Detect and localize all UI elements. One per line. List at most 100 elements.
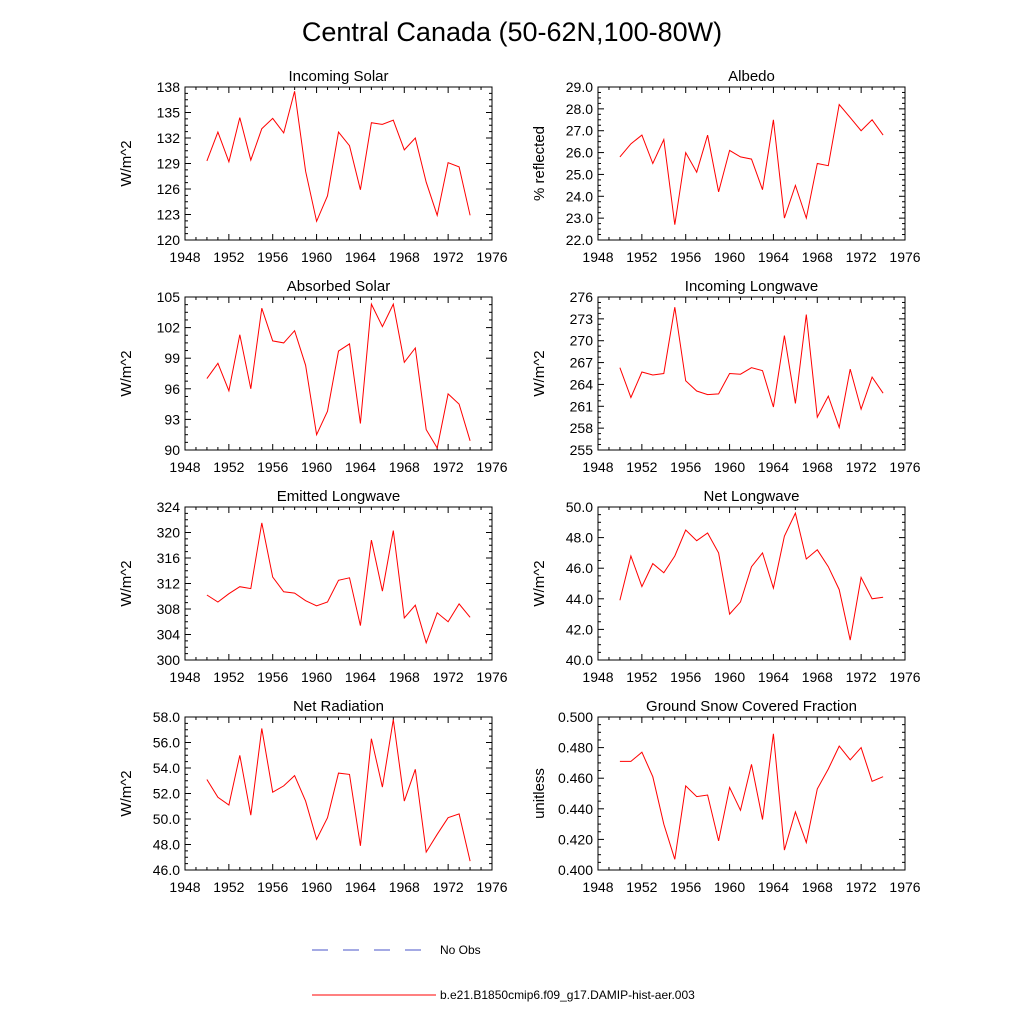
x-tick-label: 1952 [626, 459, 657, 475]
panel-8: Ground Snow Covered Fraction unitless 1948… [531, 698, 921, 895]
y-tick-label: 0.420 [558, 831, 593, 847]
y-tick-label: 304 [157, 627, 181, 643]
plot-frame [184, 296, 493, 451]
y-tick-label: 123 [157, 207, 181, 223]
x-tick-label: 1968 [389, 459, 420, 475]
y-tick-label: 264 [570, 376, 594, 392]
x-tick-label: 1948 [169, 249, 200, 265]
panel-5: Emitted Longwave W/m^2 1948 1952 1956 1960 196… [118, 488, 508, 685]
x-tick-label: 1976 [889, 249, 920, 265]
y-tick-label: 308 [157, 601, 181, 617]
x-tick-label: 1964 [758, 249, 789, 265]
series-line [206, 719, 471, 862]
y-tick-label: 27.0 [566, 123, 593, 139]
y-tick-label: 255 [570, 442, 594, 458]
x-tick-label: 1948 [169, 879, 200, 895]
y-tick-label: 324 [157, 499, 181, 515]
x-tick-label: 1948 [582, 249, 613, 265]
y-tick-label: 25.0 [566, 166, 593, 182]
panel-title: Net Radiation [293, 698, 384, 715]
x-tick-label: 1976 [476, 669, 507, 685]
panel-3: Absorbed Solar W/m^2 1948 1952 1956 1960 1964 1… [118, 278, 508, 475]
y-tick-label: 29.0 [566, 79, 593, 95]
y-tick-label: 0.480 [558, 740, 593, 756]
x-tick-label: 1960 [714, 459, 745, 475]
y-tick-label: 28.0 [566, 101, 593, 117]
y-tick-label: 93 [164, 411, 180, 427]
x-tick-label: 1976 [889, 879, 920, 895]
y-tick-label: 261 [570, 398, 594, 414]
x-tick-label: 1964 [758, 669, 789, 685]
y-tick-label: 0.460 [558, 770, 593, 786]
y-axis-label: W/m^2 [118, 560, 135, 606]
y-tick-label: 138 [157, 79, 181, 95]
y-tick-label: 42.0 [566, 621, 593, 637]
plot-frame [597, 716, 906, 871]
y-tick-label: 50.0 [153, 811, 180, 827]
series-line [206, 302, 471, 450]
y-tick-label: 50.0 [566, 499, 593, 515]
y-tick-label: 0.440 [558, 801, 593, 817]
x-tick-label: 1964 [345, 459, 376, 475]
y-tick-label: 40.0 [566, 652, 593, 668]
y-tick-label: 22.0 [566, 232, 593, 248]
y-tick-label: 300 [157, 652, 181, 668]
x-tick-label: 1948 [169, 669, 200, 685]
x-tick-label: 1956 [670, 879, 701, 895]
x-tick-label: 1968 [802, 879, 833, 895]
x-tick-label: 1964 [345, 879, 376, 895]
x-tick-label: 1952 [626, 879, 657, 895]
x-tick-label: 1960 [301, 249, 332, 265]
panel-title: Incoming Longwave [685, 278, 818, 295]
x-tick-label: 1968 [802, 459, 833, 475]
series-line [619, 307, 884, 430]
series-line [206, 522, 471, 645]
y-tick-label: 44.0 [566, 591, 593, 607]
y-tick-label: 105 [157, 289, 181, 305]
y-tick-label: 258 [570, 420, 594, 436]
x-tick-label: 1972 [846, 459, 877, 475]
x-tick-label: 1960 [714, 669, 745, 685]
x-tick-label: 1960 [301, 669, 332, 685]
x-tick-label: 1968 [389, 879, 420, 895]
x-tick-label: 1960 [301, 879, 332, 895]
panel-title: Absorbed Solar [287, 278, 390, 295]
y-tick-label: 52.0 [153, 786, 180, 802]
x-tick-label: 1968 [389, 669, 420, 685]
plot-frame [597, 86, 906, 241]
legend-model-label: b.e21.B1850cmip6.f09_g17.DAMIP-hist-aer.… [440, 988, 695, 1002]
plot-frame [597, 506, 906, 661]
x-tick-label: 1964 [345, 669, 376, 685]
y-tick-label: 135 [157, 105, 181, 121]
panel-2: Albedo % reflected 1948 1952 1956 1960 1964 196… [531, 68, 921, 265]
y-tick-label: 270 [570, 333, 594, 349]
y-tick-label: 46.0 [566, 560, 593, 576]
x-tick-label: 1972 [433, 669, 464, 685]
panel-6: Net Longwave W/m^2 1948 1952 1956 1960 1964 196… [531, 488, 921, 685]
x-tick-label: 1968 [802, 249, 833, 265]
panel-title: Ground Snow Covered Fraction [646, 698, 857, 715]
y-tick-label: 90 [164, 442, 180, 458]
x-tick-label: 1964 [345, 249, 376, 265]
plot-frame [184, 86, 493, 241]
y-axis-label: unitless [531, 768, 548, 819]
x-tick-label: 1956 [257, 669, 288, 685]
x-tick-label: 1956 [670, 249, 701, 265]
y-tick-label: 132 [157, 130, 181, 146]
y-tick-label: 126 [157, 181, 181, 197]
y-axis-label: W/m^2 [118, 140, 135, 186]
x-tick-label: 1952 [213, 459, 244, 475]
y-axis-label: W/m^2 [531, 560, 548, 606]
panel-title: Albedo [728, 68, 775, 85]
panel-1: Incoming Solar W/m^2 1948 1952 1956 1960 1964 1… [118, 68, 508, 265]
x-tick-label: 1972 [846, 879, 877, 895]
x-tick-label: 1972 [846, 669, 877, 685]
x-tick-label: 1956 [257, 249, 288, 265]
x-tick-label: 1952 [213, 879, 244, 895]
y-tick-label: 46.0 [153, 862, 180, 878]
y-axis-label: % reflected [531, 126, 548, 201]
x-tick-label: 1952 [626, 249, 657, 265]
x-tick-label: 1956 [257, 459, 288, 475]
y-tick-label: 312 [157, 576, 181, 592]
y-tick-label: 56.0 [153, 735, 180, 751]
